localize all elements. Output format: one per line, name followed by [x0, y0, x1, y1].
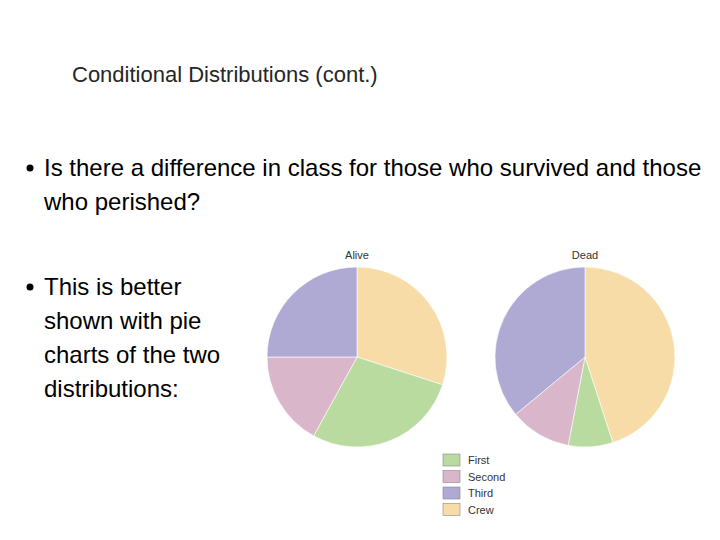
slide-canvas: Conditional Distributions (cont.) Is ther… [0, 0, 720, 540]
legend-label: Crew [468, 504, 494, 516]
legend-label: Third [468, 487, 493, 499]
legend-item: Second [443, 471, 505, 483]
legend-label: Second [468, 471, 505, 483]
bullet-line: shown with pie [44, 307, 201, 334]
bullet-text: This is better shown with pie charts of th… [44, 273, 220, 402]
pie-title: Dead [572, 249, 598, 261]
bullet-line: who perished? [43, 188, 200, 215]
legend-item: Third [443, 487, 493, 499]
slide: Conditional Distributions (cont.) Is ther… [0, 0, 720, 540]
legend-label: First [468, 454, 489, 466]
pie-chart: Alive [267, 249, 447, 447]
pie-chart: Dead [495, 249, 675, 447]
legend: First Second Third Crew [443, 454, 505, 516]
background [0, 0, 720, 540]
slide-title: Conditional Distributions (cont.) [72, 62, 378, 87]
bullet-text: Is there a difference in class for those… [43, 154, 701, 215]
pie-slices [495, 267, 675, 447]
legend-swatch [443, 504, 460, 516]
legend-swatch [443, 471, 460, 483]
pie-slice [267, 267, 357, 357]
pie-slice [495, 267, 585, 414]
pie-slice [267, 357, 357, 436]
legend-swatch [443, 487, 460, 499]
bullet-line: charts of the two [44, 341, 220, 368]
bullet-line: distributions: [44, 375, 179, 402]
bullet-line: Is there a difference in class for those… [44, 154, 701, 181]
bullet-line: This is better [44, 273, 181, 300]
pie-title: Alive [345, 249, 369, 261]
legend-item: Crew [443, 504, 494, 516]
bullet-dot [27, 165, 34, 172]
legend-swatch [443, 454, 460, 466]
bullet-dot [27, 284, 34, 291]
legend-item: First [443, 454, 489, 466]
pie-slices [267, 267, 447, 447]
